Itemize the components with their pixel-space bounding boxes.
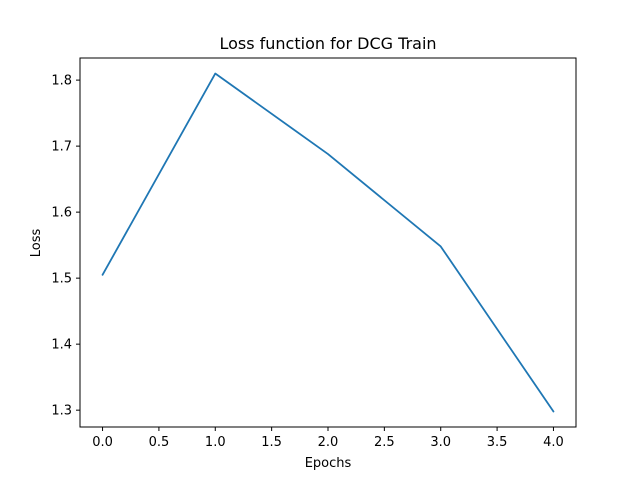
y-tick-label: 1.8 <box>51 74 72 89</box>
y-tick-label: 1.3 <box>51 404 72 419</box>
y-tick-label: 1.7 <box>51 140 72 155</box>
x-tick-label: 2.5 <box>374 435 395 450</box>
y-tick-label: 1.5 <box>51 272 72 287</box>
x-tick-label: 0.0 <box>92 435 113 450</box>
series-line <box>101 72 555 413</box>
chart-title: Loss function for DCG Train <box>219 34 436 53</box>
x-tick-label: 1.5 <box>261 435 282 450</box>
y-tick-label: 1.4 <box>51 338 72 353</box>
y-axis-label: Loss <box>29 229 44 258</box>
y-tick-label: 1.6 <box>51 206 72 221</box>
x-tick-label: 2.0 <box>318 435 339 450</box>
series-layer <box>101 72 555 413</box>
y-axis-ticks: 1.3 1.4 1.5 1.6 1.7 1.8 <box>51 74 80 419</box>
x-axis-label: Epochs <box>305 456 352 471</box>
x-tick-label: 4.0 <box>543 435 564 450</box>
x-axis-ticks: 0.0 0.5 1.0 1.5 2.0 2.5 3.0 3.5 4.0 <box>92 427 564 450</box>
plot-area-frame <box>79 57 577 428</box>
x-tick-label: 3.5 <box>487 435 508 450</box>
x-tick-label: 1.0 <box>205 435 226 450</box>
x-tick-label: 3.0 <box>430 435 451 450</box>
x-tick-label: 0.5 <box>149 435 170 450</box>
